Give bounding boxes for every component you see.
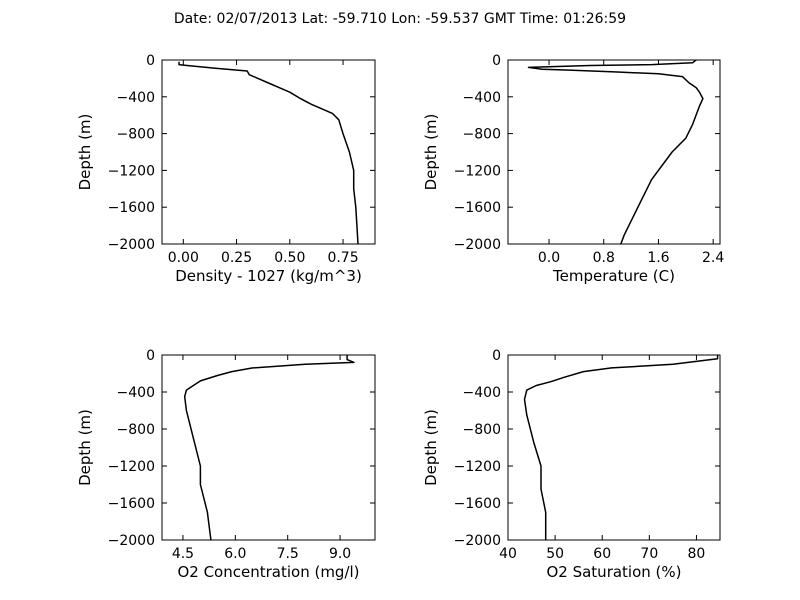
o2-concentration-ytick-label: −1200 [108,459,155,475]
o2-concentration-x-axis-label: O2 Concentration (mg/l) [177,563,359,581]
density-profile-line [178,61,359,245]
o2-saturation-ytick-label: −800 [463,422,501,438]
density-ytick-label: −400 [117,90,155,106]
o2-saturation-xtick-label: 50 [546,546,564,562]
temperature-y-axis-label: Depth (m) [422,114,440,191]
o2-saturation-ytick-label: −1600 [454,496,501,512]
density-ytick-label: 0 [146,53,155,69]
o2-saturation-ytick-label: 0 [492,348,501,364]
density-xtick-label: 0.25 [221,250,252,266]
temperature-x-axis-label: Temperature (C) [552,267,675,285]
panel-temperature: 0.0 0.8 1.6 2.4 0 −400 −800 −1200 −1600 −2000 Temp… [422,53,724,285]
o2-saturation-ytick-label: −400 [463,385,501,401]
temperature-ytick-label: −1600 [454,200,501,216]
o2-saturation-profile-line [523,355,719,540]
temperature-ytick-label: 0 [492,53,501,69]
density-ytick-label: −2000 [108,237,155,253]
o2-concentration-ytick-label: −1600 [108,496,155,512]
density-xtick-label: 0.75 [327,250,358,266]
o2-saturation-axes-frame [507,354,721,541]
o2-saturation-xtick-label: 60 [593,546,611,562]
o2-concentration-xtick-label: 9.0 [329,546,351,562]
density-y-axis-label: Depth (m) [76,114,94,191]
o2-saturation-xtick-label: 70 [640,546,658,562]
o2-concentration-axes-frame [161,354,376,541]
o2-concentration-profile-line [183,355,355,541]
density-ytick-label: −800 [117,127,155,143]
o2-saturation-ytick-label: −1200 [454,459,501,475]
o2-saturation-x-axis-label: O2 Saturation (%) [546,563,681,581]
o2-saturation-xtick-label: 40 [499,546,517,562]
density-xtick-label: 0.50 [274,250,305,266]
o2-concentration-xtick-label: 7.5 [277,546,299,562]
density-axes-frame [161,59,376,245]
density-x-axis-label: Density - 1027 (kg/m^3) [175,267,362,285]
density-ytick-label: −1600 [108,200,155,216]
panels: 0.00 0.25 0.50 0.750−400−800−1200−1600−2000… [76,53,724,581]
temperature-ytick-label: −1200 [454,163,501,179]
temperature-axes-frame [507,59,721,245]
temperature-xtick-label: 0.8 [593,250,615,266]
temperature-xtick-label: 2.4 [702,250,724,266]
temperature-ytick-label: −400 [463,90,501,106]
temperature-ytick-label: −2000 [454,237,501,253]
o2-concentration-ytick-label: −800 [117,422,155,438]
o2-concentration-ytick-label: −400 [117,385,155,401]
panel-density: 0.00 0.25 0.50 0.75 0 −400 −800 −1200 −1600 −2000… [76,53,376,285]
o2-concentration-ytick-label: −2000 [108,533,155,549]
panel-o2-concentration: 4.5 6.0 7.5 9.0 0 −400 −800 −1200 −1600 −2000 O2 C… [76,348,376,581]
o2-concentration-xtick-label: 6.0 [224,546,246,562]
panel-o2-saturation: 40 50 60 70 80 0 −400 −800 −1200 −1600 −2000 O2 Sat… [422,348,721,581]
density-xtick-label: 0.00 [168,250,199,266]
o2-saturation-xtick-label: 80 [688,546,706,562]
o2-concentration-y-axis-label: Depth (m) [76,409,94,486]
temperature-profile-line [527,59,704,245]
o2-concentration-ytick-label: 0 [146,348,155,364]
density-ytick-label: −1200 [108,163,155,179]
figure-title: Date: 02/07/2013 Lat: -59.710 Lon: -59.5… [174,11,626,27]
o2-saturation-ytick-label: −2000 [454,533,501,549]
temperature-xtick-label: 1.6 [647,250,669,266]
temperature-ytick-label: −800 [463,127,501,143]
o2-concentration-xtick-label: 4.5 [172,546,194,562]
o2-saturation-y-axis-label: Depth (m) [422,409,440,486]
temperature-xtick-label: 0.0 [538,250,560,266]
